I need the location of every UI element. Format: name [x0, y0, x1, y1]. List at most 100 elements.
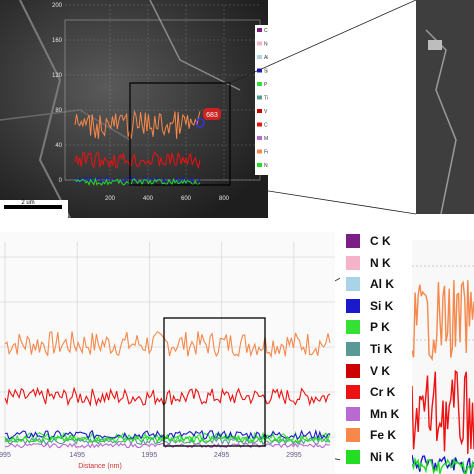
sem-x-tick-label: 800	[219, 196, 230, 202]
legend-item: Cr K	[346, 383, 395, 401]
sem-y-tick-label: 40	[55, 143, 62, 149]
sem-mini-legend-swatch	[257, 109, 262, 113]
sem-y-tick-label: 80	[55, 108, 62, 114]
sem-mini-legend-label: Fe	[264, 150, 268, 156]
chart-selection-box[interactable]	[163, 317, 266, 447]
sem-mini-legend-label: Cr	[264, 123, 268, 129]
linescan-chart-svg: 995 1495 1995 2495 2995 Distance (nm)	[0, 232, 335, 474]
legend-label: Ti K	[370, 342, 393, 356]
legend-label: C K	[370, 234, 391, 248]
zoom-series-line	[412, 369, 474, 454]
legend-swatch	[346, 234, 360, 248]
legend-label: Fe K	[370, 428, 397, 443]
series-line	[5, 442, 331, 449]
sem-mini-legend-swatch	[257, 122, 262, 127]
zoom-series-line	[412, 456, 474, 474]
sem-x-tick-label: 600	[181, 196, 192, 202]
sem-marker-label: 683	[206, 112, 218, 119]
x-tick-label: 995	[0, 452, 11, 459]
legend-item: Ti K	[346, 340, 392, 358]
series-line	[4, 331, 331, 359]
sem-mini-legend-label: Ti	[264, 96, 268, 102]
sem-marker-badge	[203, 108, 221, 120]
series-line	[4, 386, 331, 408]
sem-trace-line	[74, 109, 201, 139]
legend-item: Al K	[346, 275, 394, 293]
legend-item: V K	[346, 362, 390, 380]
zoom-plot-area	[412, 240, 474, 474]
sem-mini-legend-swatch	[257, 68, 262, 73]
sem-mini-legend-label: Al	[264, 55, 268, 61]
sem-mini-legend-swatch	[257, 95, 262, 100]
sem-mini-legend-swatch	[257, 163, 262, 167]
legend-label: Si K	[370, 298, 394, 313]
sem-mini-legend-swatch	[257, 41, 262, 46]
legend-item: C K	[346, 232, 391, 250]
legend-label: Mn K	[370, 406, 400, 421]
legend-item: Si K	[346, 297, 393, 315]
zoom-series-line	[412, 454, 474, 474]
legend-label: Al K	[370, 277, 394, 292]
sem-y-ticks: 200 160 120 80 40 0	[52, 3, 63, 184]
series-line	[4, 428, 331, 441]
sem-mini-legend-swatch	[257, 28, 262, 32]
legend-swatch	[346, 385, 360, 400]
legend-swatch	[346, 298, 360, 313]
legend-item: Ni K	[346, 448, 394, 466]
legend-swatch	[346, 320, 360, 335]
zoom-background	[416, 0, 474, 214]
sem-mini-legend: C N Al Si P Ti V Cr Mn Fe Ni	[255, 25, 268, 175]
sem-cursor-marker[interactable]	[195, 118, 205, 128]
legend-item: N K	[346, 254, 391, 272]
legend-label: V K	[370, 363, 391, 378]
grain-boundary	[0, 109, 131, 141]
series-line	[4, 437, 331, 446]
sem-x-tick-label: 400	[143, 196, 154, 202]
sem-mini-legend-label: Si	[264, 69, 268, 75]
legend-item: Mn K	[346, 405, 399, 423]
legend-swatch	[346, 363, 360, 378]
sem-y-tick-label: 120	[52, 73, 63, 79]
chart-zoom-svg	[412, 240, 474, 474]
legend-item: P K	[346, 318, 390, 336]
sem-zoom-panel	[416, 0, 474, 214]
sem-zoom-svg	[416, 0, 474, 214]
legend-item: Fe K	[346, 426, 396, 444]
sem-mini-legend-label: N	[264, 42, 268, 48]
legend-swatch	[346, 342, 360, 356]
sem-trace-line	[74, 176, 201, 185]
x-tick-label: 2995	[286, 452, 302, 459]
sem-selection-box[interactable]	[129, 82, 231, 186]
sem-trace-line	[74, 177, 201, 187]
scale-bar	[4, 205, 62, 209]
legend-swatch	[346, 428, 360, 443]
sem-mini-legend-label: Mn	[264, 136, 268, 142]
x-tick-label: 2495	[214, 452, 230, 459]
legend-label: Ni K	[370, 450, 394, 464]
legend-swatch	[346, 255, 360, 270]
zoom-series-line	[412, 280, 474, 362]
sem-background	[0, 0, 268, 218]
chart-series-group	[4, 331, 331, 449]
legend-swatch	[346, 277, 360, 292]
sem-mini-legend-label: P	[264, 82, 268, 88]
sem-trace-line	[74, 150, 201, 170]
legend-label: Cr K	[370, 385, 396, 400]
sem-mini-legend-swatch	[257, 149, 262, 154]
legend-label: N K	[370, 255, 391, 270]
sem-mini-legend-swatch	[257, 55, 262, 59]
zoom-precipitate	[428, 40, 442, 50]
chart-zoom-panel	[412, 240, 474, 474]
sem-y-tick-label: 160	[52, 38, 63, 44]
scale-bar-label: 2 um	[21, 200, 34, 206]
sem-mini-legend-swatch	[257, 82, 262, 86]
grain-boundary	[19, 0, 71, 218]
x-tick-label: 1995	[142, 452, 158, 459]
chart-legend: C K N K Al K Si K P K Ti K V K Cr K Mn K Fe K Ni K	[340, 228, 416, 474]
sem-y-tick-label: 200	[52, 3, 63, 9]
sem-y-tick-label: 0	[59, 178, 63, 184]
legend-label: P K	[370, 320, 390, 335]
series-line	[4, 434, 331, 444]
